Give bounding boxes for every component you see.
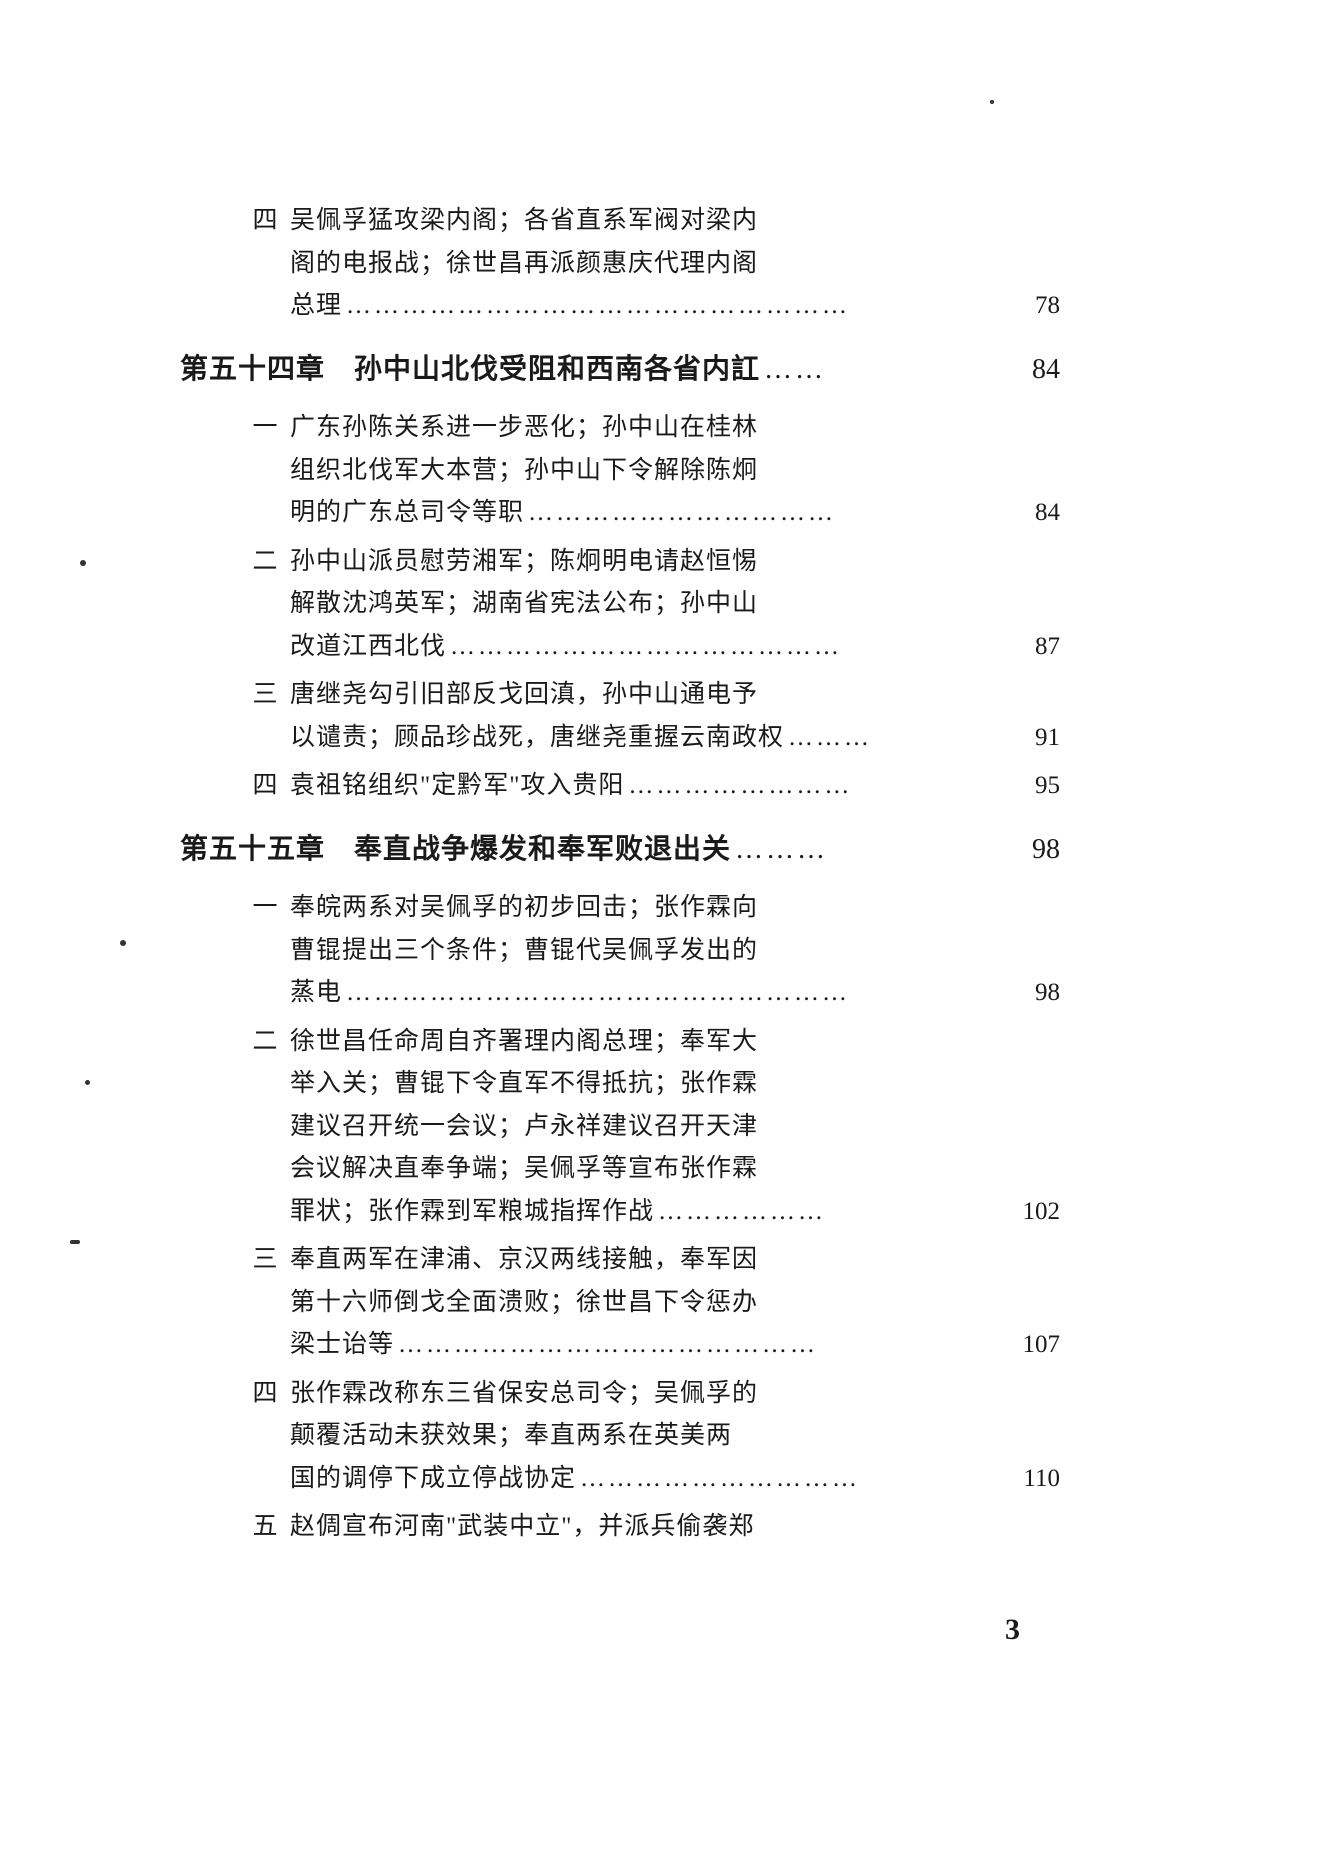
- entry-text: 梁士诒等: [290, 1324, 394, 1367]
- page-ref: 98: [1035, 972, 1060, 1015]
- entry-text: 唐继尧勾引旧部反戈回滇，孙中山通电予: [290, 674, 758, 717]
- entry-number: 二: [240, 1021, 290, 1064]
- toc-page: 四 吴佩孚猛攻梁内阁；各省直系军阀对梁内 阁的电报战；徐世昌再派颜惠庆代理内阁 …: [240, 200, 1060, 1555]
- leader-dots: ……: [760, 346, 1032, 394]
- entry-text: 吴佩孚猛攻梁内阁；各省直系军阀对梁内: [290, 200, 758, 243]
- chapter-heading: 第五十五章 奉直战争爆发和奉军败退出关 ……… 98: [180, 826, 1060, 874]
- entry-text: 国的调停下成立停战协定: [290, 1458, 576, 1501]
- toc-entry: 三 唐继尧勾引旧部反戈回滇，孙中山通电予 以谴责；顾品珍战死，唐继尧重握云南政权…: [240, 674, 1060, 759]
- leader-dots: ………………: [654, 1191, 1022, 1234]
- toc-entry: 四 吴佩孚猛攻梁内阁；各省直系军阀对梁内 阁的电报战；徐世昌再派颜惠庆代理内阁 …: [240, 200, 1060, 328]
- entry-text: 总理: [290, 285, 342, 328]
- entry-number: 三: [240, 674, 290, 717]
- toc-entry: 三 奉直两军在津浦、京汉两线接触，奉军因 第十六师倒戈全面溃败；徐世昌下令惩办 …: [240, 1239, 1060, 1367]
- chapter-heading: 第五十四章 孙中山北伐受阻和西南各省内訌 …… 84: [180, 346, 1060, 394]
- page-ref: 84: [1032, 346, 1060, 394]
- entry-text: 第十六师倒戈全面溃败；徐世昌下令惩办: [290, 1282, 758, 1325]
- leader-dots: ……………………………: [524, 492, 1035, 535]
- entry-text: 徐世昌任命周自齐署理内阁总理；奉军大: [290, 1021, 758, 1064]
- entry-number: 四: [240, 1373, 290, 1416]
- scan-artifact: [70, 1240, 80, 1244]
- entry-text: 曹锟提出三个条件；曹锟代吴佩孚发出的: [290, 930, 758, 973]
- page-ref: 91: [1035, 717, 1060, 760]
- scan-artifact: [80, 560, 86, 566]
- entry-number: 一: [240, 887, 290, 930]
- leader-dots: ………………………………………………: [342, 972, 1035, 1015]
- entry-text: 蒸电: [290, 972, 342, 1015]
- entry-text: 改道江西北伐: [290, 626, 446, 669]
- leader-dots: ………: [731, 826, 1032, 874]
- entry-text: 袁祖铭组织"定黔军"攻入贵阳: [290, 765, 624, 808]
- leader-dots: …………………………: [576, 1458, 1023, 1501]
- entry-number: 四: [240, 765, 290, 808]
- leader-dots: ………………………………………: [394, 1324, 1022, 1367]
- entry-text: 阁的电报战；徐世昌再派颜惠庆代理内阁: [290, 243, 758, 286]
- toc-entry: 一 广东孙陈关系进一步恶化；孙中山在桂林 组织北伐军大本营；孙中山下令解除陈炯 …: [240, 407, 1060, 535]
- toc-entry: 一 奉皖两系对吴佩孚的初步回击；张作霖向 曹锟提出三个条件；曹锟代吴佩孚发出的 …: [240, 887, 1060, 1015]
- toc-entry: 五 赵倜宣布河南"武装中立"，并派兵偷袭郑: [240, 1506, 1060, 1549]
- entry-text: 广东孙陈关系进一步恶化；孙中山在桂林: [290, 407, 758, 450]
- page-ref: 98: [1032, 826, 1060, 874]
- entry-number: 四: [240, 200, 290, 243]
- leader-dots: ………: [784, 717, 1035, 760]
- chapter-title: 第五十四章 孙中山北伐受阻和西南各省内訌: [180, 346, 760, 394]
- page-ref: 84: [1035, 492, 1060, 535]
- entry-number: 二: [240, 541, 290, 584]
- leader-dots: ………………………………………………: [342, 285, 1035, 328]
- entry-number: 五: [240, 1506, 290, 1549]
- entry-text: 明的广东总司令等职: [290, 492, 524, 535]
- page-ref: 95: [1035, 765, 1060, 808]
- entry-text: 孙中山派员慰劳湘军；陈炯明电请赵恒惕: [290, 541, 758, 584]
- entry-text: 赵倜宣布河南"武装中立"，并派兵偷袭郑: [290, 1506, 754, 1549]
- entry-number: 三: [240, 1239, 290, 1282]
- entry-text: 举入关；曹锟下令直军不得抵抗；张作霖: [290, 1063, 758, 1106]
- entry-number: 一: [240, 407, 290, 450]
- page-ref: 102: [1023, 1191, 1061, 1234]
- scan-artifact: [85, 1080, 90, 1085]
- toc-entry: 二 孙中山派员慰劳湘军；陈炯明电请赵恒惕 解散沈鸿英军；湖南省宪法公布；孙中山 …: [240, 541, 1060, 669]
- entry-text: 组织北伐军大本营；孙中山下令解除陈炯: [290, 450, 758, 493]
- leader-dots: ……………………………………: [446, 626, 1035, 669]
- entry-text: 罪状；张作霖到军粮城指挥作战: [290, 1191, 654, 1234]
- entry-text: 解散沈鸿英军；湖南省宪法公布；孙中山: [290, 583, 758, 626]
- page-ref: 107: [1023, 1324, 1061, 1367]
- scan-artifact: [990, 100, 994, 104]
- leader-dots: ……………………: [624, 765, 1035, 808]
- entry-text: 颠覆活动未获效果；奉直两系在英美两: [290, 1415, 732, 1458]
- entry-text: 建议召开统一会议；卢永祥建议召开天津: [290, 1106, 758, 1149]
- entry-text: 奉直两军在津浦、京汉两线接触，奉军因: [290, 1239, 758, 1282]
- toc-entry: 四 袁祖铭组织"定黔军"攻入贵阳 …………………… 95: [240, 765, 1060, 808]
- entry-text: 以谴责；顾品珍战死，唐继尧重握云南政权: [290, 717, 784, 760]
- entry-text: 奉皖两系对吴佩孚的初步回击；张作霖向: [290, 887, 758, 930]
- page-ref: 110: [1023, 1458, 1060, 1501]
- chapter-title: 第五十五章 奉直战争爆发和奉军败退出关: [180, 826, 731, 874]
- page-number: 3: [1005, 1604, 1020, 1655]
- page-ref: 78: [1035, 285, 1060, 328]
- page-ref: 87: [1035, 626, 1060, 669]
- toc-entry: 四 张作霖改称东三省保安总司令；吴佩孚的 颠覆活动未获效果；奉直两系在英美两 国…: [240, 1373, 1060, 1501]
- toc-entry: 二 徐世昌任命周自齐署理内阁总理；奉军大 举入关；曹锟下令直军不得抵抗；张作霖 …: [240, 1021, 1060, 1234]
- scan-artifact: [120, 940, 126, 946]
- entry-text: 张作霖改称东三省保安总司令；吴佩孚的: [290, 1373, 758, 1416]
- entry-text: 会议解决直奉争端；吴佩孚等宣布张作霖: [290, 1148, 758, 1191]
